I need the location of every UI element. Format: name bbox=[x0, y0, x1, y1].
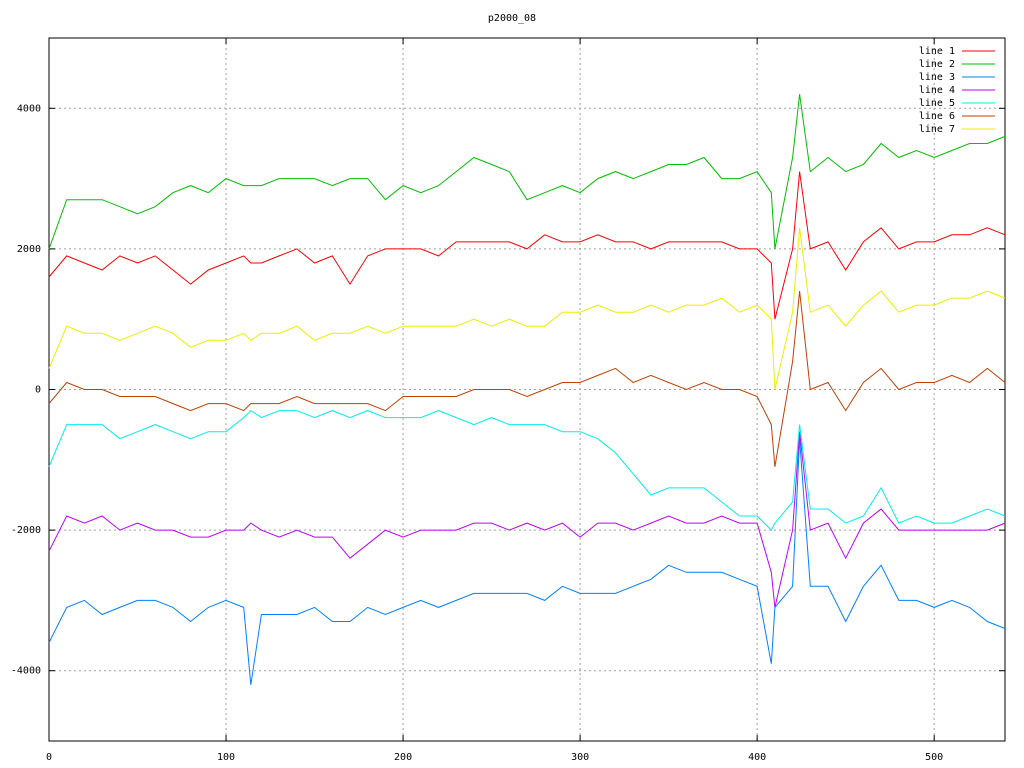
legend-label: line 5 bbox=[919, 98, 955, 109]
y-tick-label: 4000 bbox=[17, 103, 41, 114]
data-line bbox=[48, 431, 1006, 608]
data-line bbox=[48, 171, 1006, 320]
x-tick-label: 0 bbox=[46, 752, 52, 763]
x-tick-label: 400 bbox=[748, 752, 766, 763]
plot-frame bbox=[48, 37, 1006, 742]
legend-label: line 3 bbox=[919, 72, 955, 83]
legend-label: line 1 bbox=[919, 46, 955, 57]
x-tick-label: 100 bbox=[217, 752, 235, 763]
data-line bbox=[48, 94, 1006, 250]
legend-label: line 4 bbox=[919, 85, 955, 96]
data-line bbox=[48, 409, 1006, 531]
chart-title: p2000_08 bbox=[488, 13, 536, 24]
data-line bbox=[48, 438, 1006, 685]
x-tick-label: 500 bbox=[925, 752, 943, 763]
x-tick-label: 200 bbox=[394, 752, 412, 763]
y-tick-label: -4000 bbox=[11, 666, 41, 677]
y-tick-label: 2000 bbox=[17, 244, 41, 255]
x-tick-label: 300 bbox=[571, 752, 589, 763]
data-line bbox=[48, 291, 1006, 467]
legend-label: line 6 bbox=[919, 111, 955, 122]
y-tick-label: -2000 bbox=[11, 525, 41, 536]
y-tick-label: 0 bbox=[35, 385, 41, 396]
data-line bbox=[48, 227, 1006, 390]
legend-label: line 7 bbox=[919, 124, 955, 135]
legend-label: line 2 bbox=[919, 59, 955, 70]
